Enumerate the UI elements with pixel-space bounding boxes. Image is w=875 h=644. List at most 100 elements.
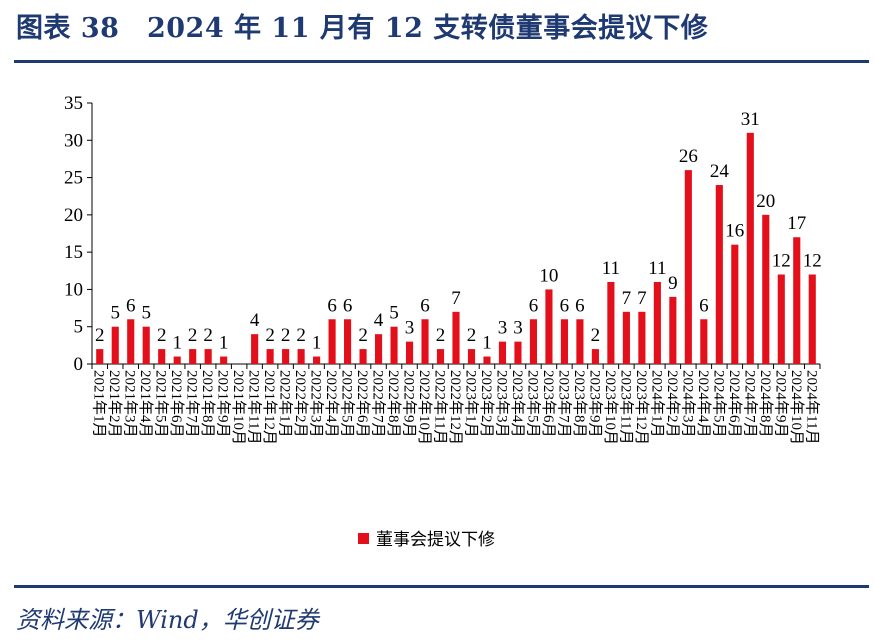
bar [142,326,150,364]
bar [251,334,259,364]
data-label: 1 [219,333,229,354]
x-tick-label: 2023年5月 [524,370,541,438]
data-label: 6 [699,295,709,316]
x-tick-label: 2023年3月 [493,370,510,438]
x-tick-label: 2023年4月 [509,370,526,438]
data-label: 1 [482,333,492,354]
x-tick-label: 2024年9月 [772,370,789,438]
bar [498,341,507,364]
x-tick-label: 2022年8月 [385,370,402,438]
data-label: 5 [389,303,399,324]
data-label: 26 [679,146,698,167]
data-label: 6 [529,295,539,316]
x-tick-label: 2021年5月 [153,370,170,438]
data-label: 2 [95,325,105,346]
data-label: 4 [374,310,384,331]
data-label: 24 [710,161,730,182]
data-label: 2 [157,325,167,346]
bar [684,170,692,364]
data-label: 12 [772,251,791,272]
y-tick-label: 0 [74,354,84,375]
bar [436,349,445,364]
x-tick-label: 2024年2月 [664,370,681,438]
data-label: 10 [539,265,558,286]
x-tick-label: 2023年8月 [571,370,588,438]
data-label: 31 [741,109,760,130]
x-tick-label: 2023年7月 [555,370,572,438]
x-tick-label: 2022年2月 [292,370,309,438]
data-label: 2 [188,325,198,346]
data-label: 6 [126,295,136,316]
bar [653,281,661,364]
data-label: 11 [648,258,666,279]
x-tick-label: 2023年10月 [602,370,619,445]
x-tick-label: 2021年2月 [106,370,123,438]
data-label: 3 [498,318,508,339]
bar [762,214,770,364]
x-tick-label: 2021年8月 [199,370,216,438]
data-label: 6 [343,295,353,316]
data-label: 6 [327,295,337,316]
bar [545,289,553,364]
data-label: 4 [250,310,260,331]
x-tick-label: 2021年3月 [122,370,139,438]
bar [266,349,274,364]
x-tick-label: 2024年8月 [757,370,774,438]
x-tick-label: 2022年6月 [354,370,371,438]
x-tick-label: 2022年5月 [339,370,356,438]
bar [313,356,321,364]
data-label: 7 [622,288,632,309]
x-tick-label: 2024年5月 [710,370,727,438]
data-label: 7 [637,288,647,309]
x-tick-label: 2021年1月 [91,370,108,438]
bar [808,274,816,364]
data-label: 3 [405,318,415,339]
data-label: 11 [602,258,620,279]
bar [173,356,181,364]
bar [328,319,336,364]
data-label: 6 [575,295,585,316]
x-tick-label: 2022年4月 [323,370,340,438]
x-tick-label: 2022年3月 [308,370,325,438]
bar [405,341,414,364]
data-label: 1 [172,333,182,354]
bar [111,326,119,364]
bar [204,349,212,364]
x-tick-label: 2024年11月 [803,370,820,444]
bar [622,311,630,364]
bar [793,237,801,364]
y-tick-label: 30 [64,130,83,151]
data-label: 2 [436,325,446,346]
data-label: 17 [787,213,806,234]
data-label: 2 [265,325,275,346]
bar [96,349,104,364]
data-label: 2 [281,325,291,346]
x-tick-label: 2021年6月 [168,370,185,438]
bar [452,311,460,364]
data-label: 2 [591,325,601,346]
x-tick-label: 2022年1月 [277,370,294,438]
x-tick-label: 2022年9月 [401,370,418,438]
bar [700,319,708,364]
x-tick-label: 2024年7月 [741,370,758,438]
y-axis: 0 5 10 15 20 25 30 35 [64,93,93,375]
data-label: 5 [141,303,151,324]
x-tick-label: 2023年9月 [586,370,603,438]
x-tick-label: 2023年11月 [617,370,634,444]
bar [158,349,166,364]
x-tick-label: 2022年7月 [370,370,387,438]
bar [421,319,429,364]
x-tick-label: 2024年10月 [788,370,805,445]
x-tick-label: 2022年12月 [447,370,464,445]
x-tick-label: 2023年6月 [540,370,557,438]
bottom-rule [14,585,869,588]
bar [529,319,538,364]
bar [483,356,491,364]
bar [359,349,367,364]
bar [576,319,584,364]
data-label: 2 [467,325,477,346]
bar [560,319,568,364]
figure-title: 图表 38 2024 年 11 月有 12 支转债董事会提议下修 [16,13,709,44]
x-tick-label: 2021年7月 [184,370,201,438]
